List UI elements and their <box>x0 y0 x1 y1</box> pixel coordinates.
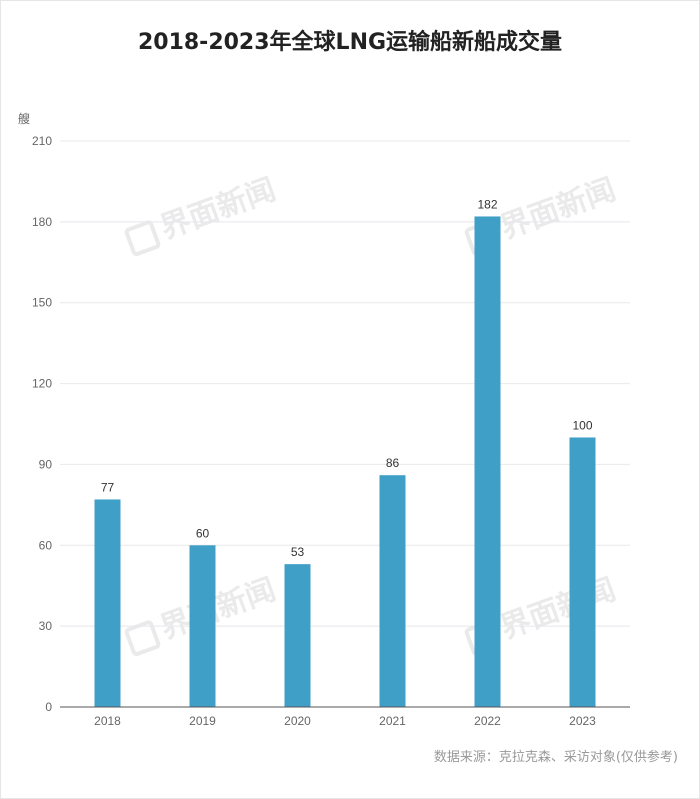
y-tick-label: 210 <box>32 134 52 148</box>
y-tick-label: 0 <box>45 700 52 714</box>
y-tick-label: 180 <box>32 215 52 229</box>
data-label: 77 <box>101 480 115 494</box>
bar <box>284 564 311 707</box>
y-tick-label: 90 <box>39 457 53 471</box>
y-tick-label: 60 <box>39 538 53 552</box>
chart-title: 2018-2023年全球LNG运输船新船成交量 <box>137 30 563 55</box>
y-axis-ticks: 0 30 60 90 120 150 180 210 <box>32 134 52 714</box>
bar <box>189 545 216 707</box>
data-label: 53 <box>291 545 305 559</box>
data-label: 86 <box>386 456 400 470</box>
y-axis-unit-label: 艘 <box>18 112 31 126</box>
data-label: 182 <box>477 197 497 211</box>
x-tick-label: 2021 <box>379 714 406 728</box>
y-tick-label: 120 <box>32 377 52 391</box>
bar <box>379 475 406 707</box>
bar <box>94 499 121 707</box>
x-tick-label: 2020 <box>284 714 311 728</box>
x-tick-label: 2023 <box>569 714 596 728</box>
bar <box>569 437 596 707</box>
data-label: 100 <box>572 418 592 432</box>
data-label: 60 <box>196 526 210 540</box>
x-tick-label: 2022 <box>474 714 501 728</box>
bars <box>94 216 596 707</box>
y-tick-label: 30 <box>39 619 53 633</box>
grid-lines <box>60 140 630 627</box>
data-labels: 77 60 53 86 182 100 <box>101 197 593 559</box>
bar <box>474 216 501 707</box>
x-axis-ticks: 2018 2019 2020 2021 2022 2023 <box>94 714 596 728</box>
x-tick-label: 2018 <box>94 714 121 728</box>
data-source-note: 数据来源：克拉克森、采访对象(仅供参考) <box>433 750 678 765</box>
y-tick-label: 150 <box>32 296 52 310</box>
x-tick-label: 2019 <box>189 714 216 728</box>
